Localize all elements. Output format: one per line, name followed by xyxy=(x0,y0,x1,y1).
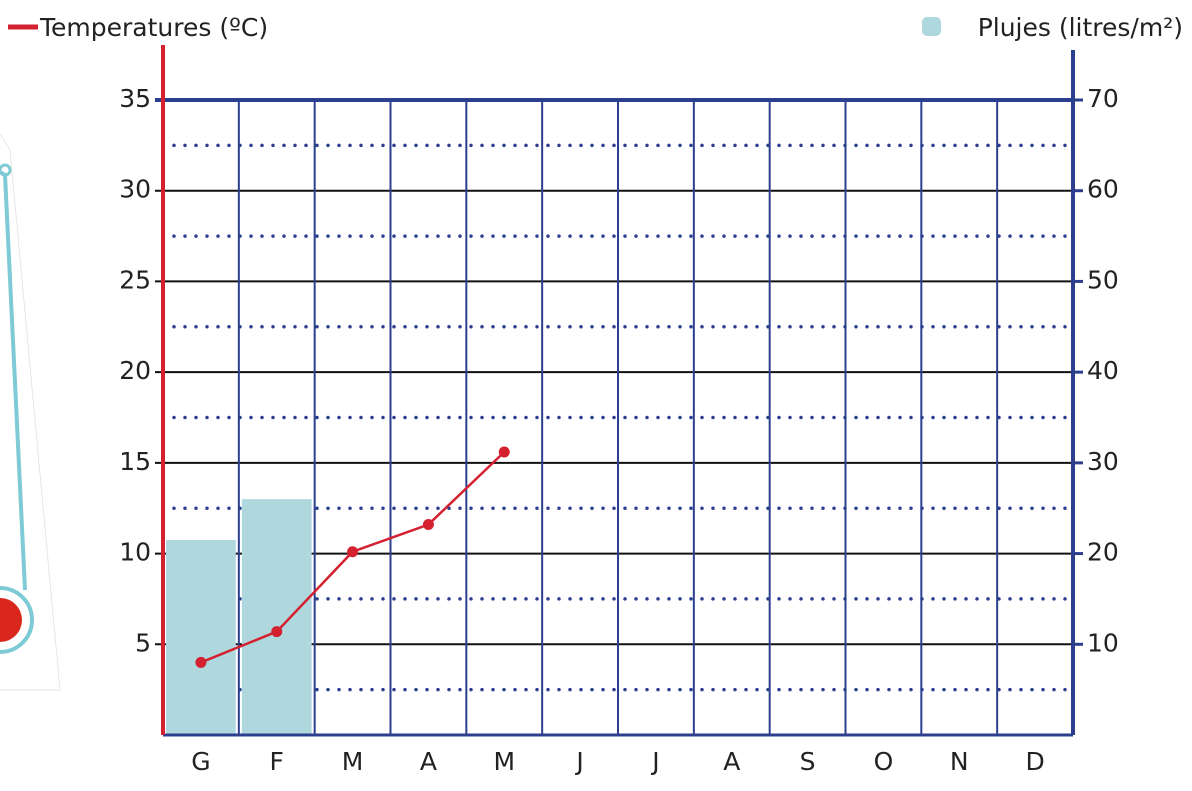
x-tick-label: F xyxy=(270,747,284,776)
legend-swatch xyxy=(922,17,941,36)
point xyxy=(271,626,282,637)
bar xyxy=(166,540,236,735)
y2-tick-label: 70 xyxy=(1087,84,1119,113)
thermometer xyxy=(0,70,60,690)
y2-tick-label: 40 xyxy=(1087,356,1119,385)
y-tick-label: 5 xyxy=(135,628,151,657)
y2-tick-label: 60 xyxy=(1087,175,1119,204)
y-tick-label: 30 xyxy=(119,175,151,204)
x-tick-label: O xyxy=(874,747,894,776)
point xyxy=(499,446,510,457)
bar xyxy=(242,499,312,735)
chart: Temperatures (ºC) Plujes (litres/m²) 5 10… xyxy=(0,0,1192,787)
x-tick-label: M xyxy=(342,747,364,776)
x-tick-label: A xyxy=(420,747,437,776)
y-tick-label: 15 xyxy=(119,447,151,476)
x-tick-label: A xyxy=(723,747,740,776)
x-tick-label: J xyxy=(574,747,583,776)
y-tick-label: 10 xyxy=(119,538,151,567)
point xyxy=(195,657,206,668)
y-tick-label: 20 xyxy=(119,356,151,385)
x-tick-label: G xyxy=(191,747,210,776)
x-tick-label: S xyxy=(800,747,816,776)
x-tick-label: N xyxy=(950,747,969,776)
y-tick-label: 25 xyxy=(119,265,151,294)
y2-tick-label: 30 xyxy=(1087,447,1119,476)
x-tick-label: J xyxy=(650,747,659,776)
y2-tick-label: 50 xyxy=(1087,265,1119,294)
y-tick-label: 35 xyxy=(119,84,151,113)
point xyxy=(347,546,358,557)
y2-tick-label: 20 xyxy=(1087,538,1119,567)
point xyxy=(423,519,434,530)
legend-label: Plujes (litres/m²) xyxy=(978,13,1183,42)
legend-label: Temperatures (ºC) xyxy=(39,13,268,42)
x-tick-label: M xyxy=(493,747,515,776)
x-tick-label: D xyxy=(1025,747,1044,776)
y2-tick-label: 10 xyxy=(1087,628,1119,657)
